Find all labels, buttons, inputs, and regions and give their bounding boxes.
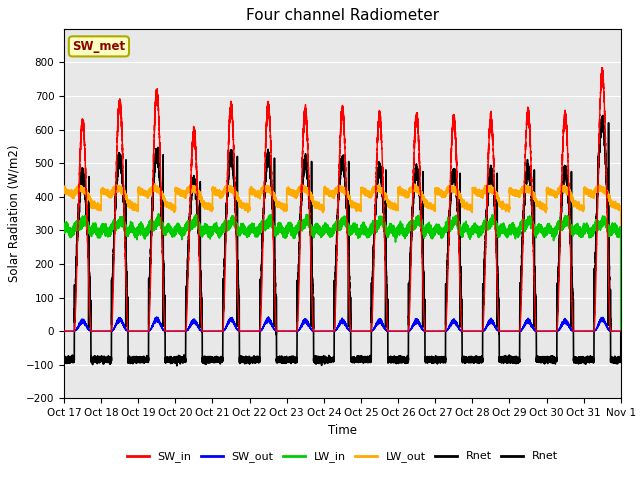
Legend: SW_in, SW_out, LW_in, LW_out, Rnet, Rnet: SW_in, SW_out, LW_in, LW_out, Rnet, Rnet [122,447,563,467]
Text: SW_met: SW_met [72,40,125,53]
X-axis label: Time: Time [328,424,357,437]
Y-axis label: Solar Radiation (W/m2): Solar Radiation (W/m2) [7,145,20,282]
Title: Four channel Radiometer: Four channel Radiometer [246,9,439,24]
